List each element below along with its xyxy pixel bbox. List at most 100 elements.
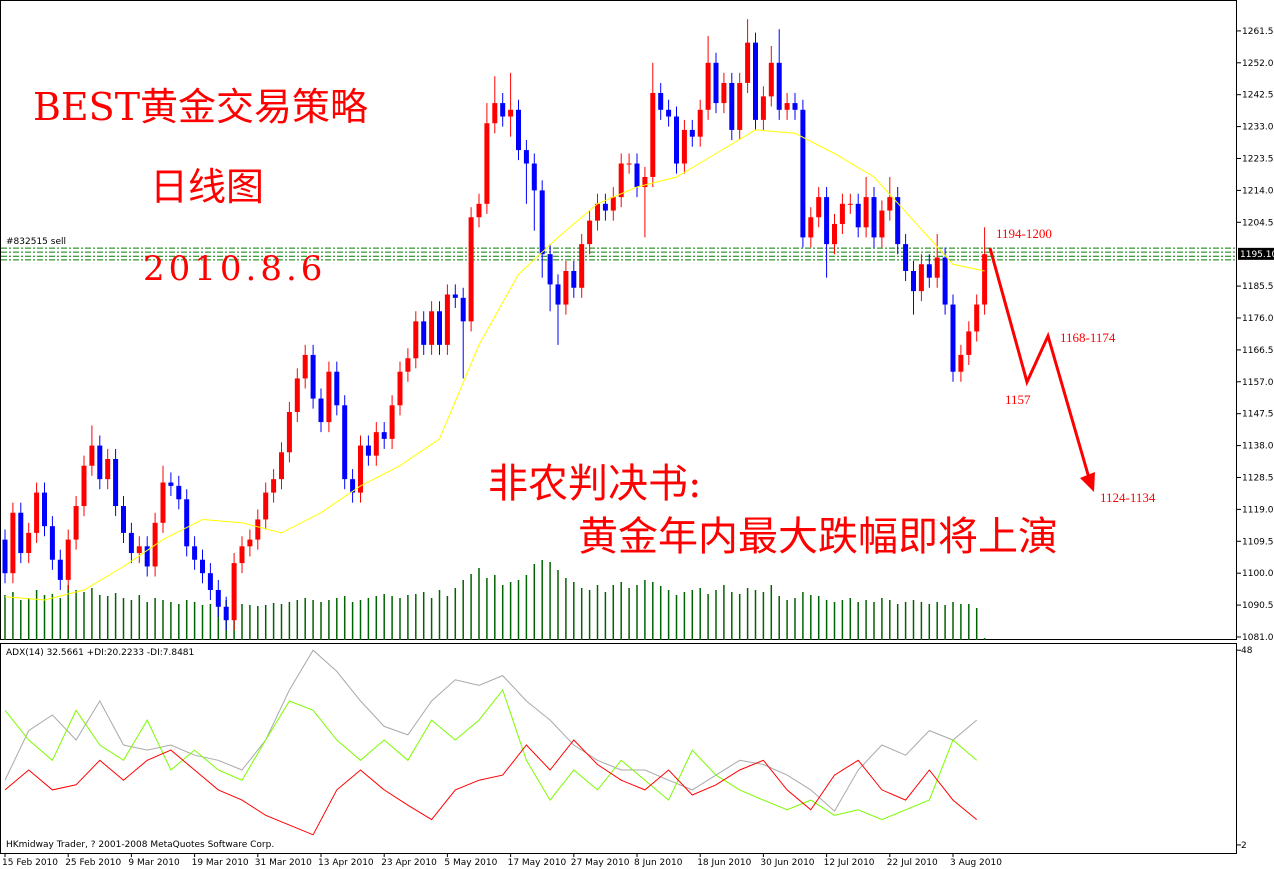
indicator-panel: [0, 643, 1237, 854]
candle-body: [492, 103, 498, 124]
y-tick-label: 1090.50: [1242, 601, 1274, 611]
x-tick-label: 3 Aug 2010: [950, 858, 1002, 868]
candle-body: [113, 459, 119, 507]
candle-body: [429, 311, 435, 345]
candle-body: [602, 203, 608, 211]
candle-body: [539, 190, 545, 255]
candle-body: [808, 217, 814, 238]
indicator-line: [4, 649, 978, 812]
indicator-title: ADX(14) 32.5661 +DI:20.2233 -DI:7.8481: [6, 648, 194, 658]
x-tick-label: 31 Mar 2010: [255, 858, 312, 868]
candle-body: [10, 512, 16, 574]
chart-title: BEST黄金交易策略: [33, 85, 368, 129]
copyright: HKmidway Trader, ? 2001-2008 MetaQuotes …: [6, 840, 274, 850]
candle-body: [334, 371, 340, 406]
candle-body: [958, 354, 964, 372]
main-panel: [0, 0, 1237, 640]
candle-body: [824, 197, 830, 245]
y-tick-label: 1252.00: [1242, 59, 1274, 69]
candle-body: [105, 459, 111, 480]
candle-body: [918, 264, 924, 292]
candle-body: [247, 539, 253, 547]
x-tick-label: 19 Mar 2010: [192, 858, 249, 868]
candle-body: [460, 297, 466, 322]
current-price-label: 1195.10: [1240, 250, 1274, 260]
candle-body: [650, 93, 656, 177]
y-tick-label: 1185.50: [1242, 282, 1274, 292]
candle-body: [223, 606, 229, 621]
candle-body: [610, 197, 616, 211]
candle-body: [523, 150, 529, 164]
candle-body: [279, 452, 284, 480]
x-tick-label: 18 Jun 2010: [697, 858, 751, 868]
candle-body: [128, 532, 134, 554]
candle-body: [895, 197, 901, 245]
candle-body: [413, 321, 419, 359]
candle-body: [666, 109, 672, 117]
candle-body: [950, 304, 956, 372]
candle-body: [358, 445, 363, 493]
candle-body: [547, 254, 553, 285]
candle-body: [176, 485, 182, 500]
candle-body: [239, 546, 245, 564]
candle-body: [310, 354, 316, 399]
candle-body: [365, 445, 371, 456]
indicator-line: [4, 739, 978, 836]
candle-body: [350, 479, 356, 493]
plot-layer: 48 2 1261.50 1252.00 1242.50 1233.00 1223.50 12…: [1, 19, 1274, 868]
headline: 非农判决书:: [488, 461, 701, 507]
candle-body: [168, 482, 174, 486]
candle-body: [705, 62, 711, 110]
candle-body: [255, 519, 261, 540]
candle-body: [563, 270, 569, 305]
candle-body: [207, 573, 213, 590]
candle-body: [97, 445, 103, 480]
candle-body: [595, 203, 600, 221]
current-price-box: [1238, 247, 1274, 260]
candle-body: [587, 220, 593, 245]
headline: 黄金年内最大跌幅即将上演: [578, 514, 1058, 560]
x-tick-label: 23 Apr 2010: [381, 858, 437, 868]
y-tick-label: 1261.50: [1242, 27, 1274, 37]
candle-body: [294, 378, 300, 413]
y-tick-label: 1109.50: [1242, 537, 1274, 547]
x-tick-label: 9 Mar 2010: [128, 858, 180, 868]
candle-body: [626, 163, 632, 165]
x-tick-label: 17 May 2010: [508, 858, 567, 868]
y-tick-label: 1214.00: [1242, 186, 1274, 196]
candle-body: [18, 512, 24, 554]
x-tick-label: 30 Jun 2010: [760, 858, 814, 868]
candle-body: [571, 270, 577, 288]
candle-body: [871, 197, 877, 238]
y-tick-label: 1081.00: [1242, 633, 1274, 643]
x-tick-label: 27 May 2010: [571, 858, 630, 868]
candle-body: [476, 203, 482, 218]
candle-body: [887, 197, 893, 211]
target-label: 1124-1134: [1100, 490, 1156, 505]
y-tick-label: 1242.50: [1242, 91, 1274, 101]
candle-body: [42, 492, 47, 527]
y-tick-label: 48: [1241, 646, 1253, 656]
candle-body: [263, 492, 269, 520]
candle-body: [926, 264, 932, 278]
candle-body: [689, 129, 695, 137]
candle-body: [81, 465, 87, 507]
candle-body: [579, 244, 585, 288]
y-tick-label: 1157.00: [1242, 378, 1274, 388]
candle-body: [381, 432, 387, 439]
candle-body: [745, 42, 751, 83]
candle-body: [200, 559, 205, 574]
candle-body: [342, 405, 348, 480]
candle-body: [65, 539, 71, 580]
candle-body: [271, 479, 277, 493]
candle-body: [531, 163, 537, 191]
candle-body: [555, 284, 561, 305]
candle-body: [982, 254, 988, 305]
candle-body: [192, 546, 198, 560]
y-tick-label: 1100.00: [1242, 569, 1274, 579]
candle-body: [89, 445, 95, 466]
candle-body: [405, 358, 411, 372]
candle-body: [508, 109, 514, 117]
y-tick-label: 2: [1241, 841, 1247, 851]
